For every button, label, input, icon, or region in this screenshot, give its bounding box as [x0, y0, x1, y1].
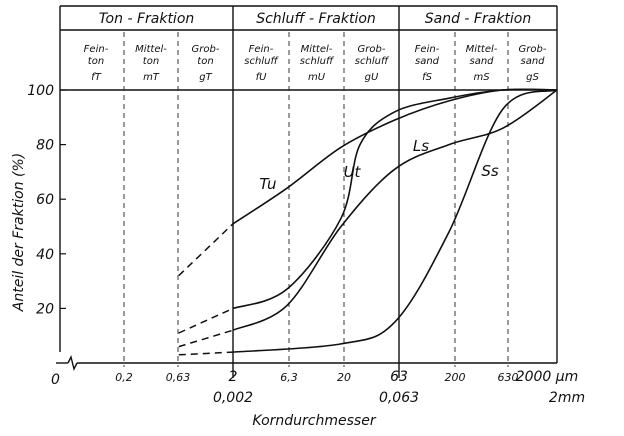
curve-ss — [232, 89, 558, 353]
class-label: Mittel- — [466, 44, 498, 55]
curve-label-ut: Ut — [344, 163, 362, 181]
fraction-title: Sand - Fraktion — [425, 11, 532, 27]
class-label: schluff — [300, 56, 335, 67]
x-tick-label: 20 — [337, 371, 351, 384]
fraction-title: Schluff - Fraktion — [256, 11, 376, 27]
y-tick-label: 80 — [36, 138, 54, 154]
x-tick-sublabel: 2mm — [549, 390, 585, 406]
class-label: sand — [415, 56, 440, 67]
x-axis-label: Korndurchmesser — [252, 413, 376, 429]
curve-label-ss: Ss — [481, 162, 499, 180]
x-tick-label: 630 — [498, 371, 519, 384]
x-tick-label: 0,2 — [115, 371, 133, 384]
x-tick-label: 63 — [390, 369, 408, 385]
y-tick-label: 100 — [27, 83, 54, 99]
class-abbrev: fS — [422, 72, 433, 83]
class-label: Mittel- — [135, 44, 167, 55]
y-tick-label: 0 — [51, 372, 60, 388]
class-abbrev: mT — [143, 72, 160, 83]
class-label: ton — [88, 56, 104, 67]
class-abbrev: fT — [91, 72, 102, 83]
y-tick-label: 60 — [36, 192, 54, 208]
axis-break — [67, 354, 78, 372]
y-axis: 0 20 40 60 80 100 — [27, 83, 66, 388]
curve-ls — [232, 89, 558, 331]
class-label: Grob- — [192, 44, 220, 55]
class-label: Grob- — [358, 44, 386, 55]
class-label: ton — [197, 56, 213, 67]
class-label: ton — [143, 56, 159, 67]
chart-frame — [56, 5, 558, 378]
class-abbrev: gU — [365, 72, 379, 83]
x-tick-sublabel: 0,002 — [213, 390, 253, 406]
class-abbrev: mU — [308, 72, 326, 83]
curve-tu-dashed — [178, 223, 234, 277]
x-tick-label: 2000 µm — [516, 369, 579, 385]
x-tick-label: 6,3 — [280, 371, 298, 384]
fraction-header: Ton - Fraktion Fein-ton fT Mittel-ton mT Grob… — [84, 11, 547, 83]
x-tick-sublabel: 0,063 — [379, 390, 419, 406]
curve-label-ls: Ls — [413, 137, 429, 155]
curve-ut — [232, 88, 558, 310]
class-label: schluff — [244, 56, 279, 67]
y-tick-label: 20 — [36, 301, 54, 317]
x-tick-label: 200 — [445, 371, 466, 384]
y-axis-label: Anteil der Fraktion (%) — [11, 153, 27, 312]
class-abbrev: gT — [199, 72, 212, 83]
curves: Tu Ut Ls Ss — [178, 88, 558, 356]
curve-ss-dashed — [178, 351, 234, 356]
curve-ut-dashed — [178, 307, 234, 334]
class-label: Fein- — [415, 44, 440, 55]
class-abbrev: gS — [526, 72, 539, 83]
class-label: Grob- — [519, 44, 547, 55]
class-label: sand — [520, 56, 545, 67]
fraction-title: Ton - Fraktion — [99, 11, 195, 27]
class-label: Mittel- — [301, 44, 333, 55]
class-label: schluff — [355, 56, 390, 67]
class-abbrev: fU — [256, 72, 268, 83]
class-label: sand — [469, 56, 494, 67]
y-tick-label: 40 — [36, 247, 54, 263]
x-tick-label: 2 — [229, 369, 238, 385]
class-label: Fein- — [84, 44, 109, 55]
class-abbrev: mS — [473, 72, 490, 83]
class-label: Fein- — [249, 44, 274, 55]
curve-ls-dashed — [178, 329, 234, 348]
x-tick-label: 0,63 — [166, 371, 191, 384]
curve-label-tu: Tu — [259, 175, 276, 193]
